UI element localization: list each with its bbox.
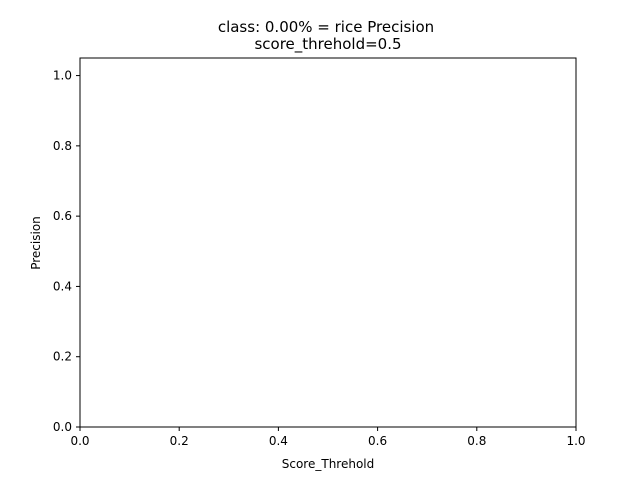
y-axis-ticks: 0.0 0.2 0.4 0.6 0.8 1.0 — [53, 69, 80, 434]
y-tick-label: 0.0 — [53, 420, 72, 434]
x-tick-label: 0.8 — [467, 434, 486, 448]
x-tick-label: 0.6 — [368, 434, 387, 448]
chart-title: class: 0.00% = rice Precision — [218, 18, 434, 36]
plot-frame — [79, 57, 577, 428]
y-tick-label: 0.4 — [53, 279, 72, 293]
x-tick-label: 0.0 — [70, 434, 89, 448]
chart-subtitle: score_threhold=0.5 — [254, 35, 401, 54]
y-tick-label: 0.2 — [53, 350, 72, 364]
x-tick-label: 0.2 — [170, 434, 189, 448]
x-axis-label: Score_Threhold — [282, 457, 375, 471]
x-axis-ticks: 0.0 0.2 0.4 0.6 0.8 1.0 — [70, 427, 586, 448]
y-axis-label: Precision — [29, 216, 43, 270]
y-tick-label: 1.0 — [53, 69, 72, 83]
x-tick-label: 0.4 — [269, 434, 288, 448]
x-tick-label: 1.0 — [566, 434, 585, 448]
plot-area — [80, 58, 576, 427]
y-tick-label: 0.8 — [53, 139, 72, 153]
y-tick-label: 0.6 — [53, 209, 72, 223]
